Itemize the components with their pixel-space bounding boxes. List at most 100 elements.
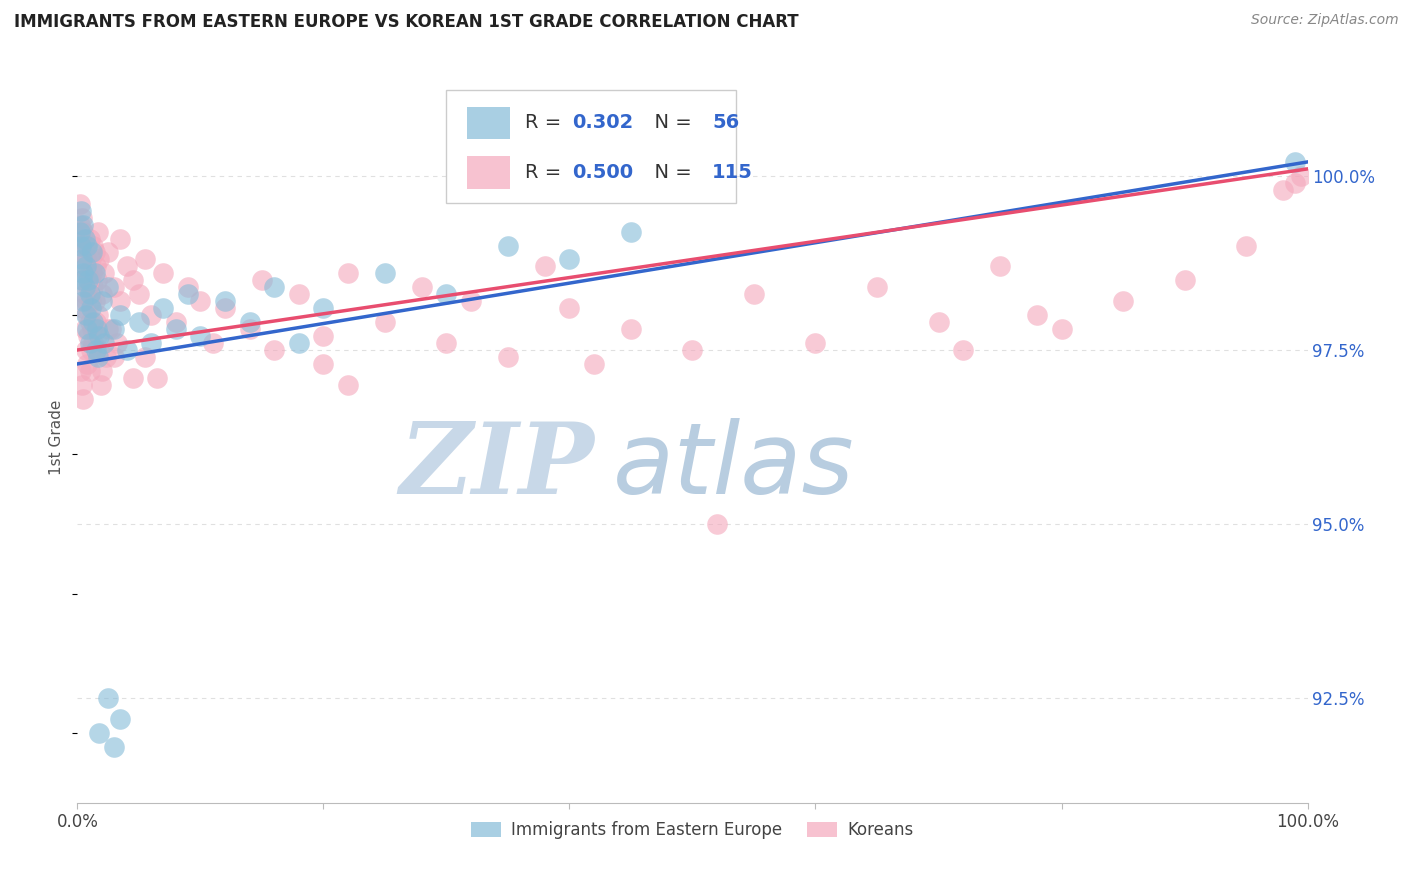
Point <box>73 231 96 245</box>
Point <box>86 322 108 336</box>
Legend: Immigrants from Eastern Europe, Koreans: Immigrants from Eastern Europe, Koreans <box>464 814 921 846</box>
Point <box>75 343 97 357</box>
Point <box>73 287 96 301</box>
Point <box>866 280 889 294</box>
Point <box>682 343 704 357</box>
Point <box>83 266 105 280</box>
Point <box>76 238 98 252</box>
Point <box>534 260 557 274</box>
Point <box>76 266 98 280</box>
Point <box>69 225 91 239</box>
Point <box>110 231 132 245</box>
Point <box>436 287 458 301</box>
Point <box>583 357 606 371</box>
Point <box>105 336 128 351</box>
Point <box>79 364 101 378</box>
Y-axis label: 1st Grade: 1st Grade <box>49 400 65 475</box>
Point <box>214 294 236 309</box>
Point <box>70 260 93 274</box>
Point <box>84 315 107 329</box>
Point <box>93 336 115 351</box>
Point <box>110 294 132 309</box>
Point <box>121 371 143 385</box>
Point <box>165 322 187 336</box>
Point <box>82 322 104 336</box>
Point <box>75 294 97 309</box>
Point <box>72 266 94 280</box>
Point <box>82 266 104 280</box>
Point <box>82 315 104 329</box>
Point <box>952 343 974 357</box>
Point <box>263 343 285 357</box>
Text: R =: R = <box>526 163 568 182</box>
Point <box>70 211 93 225</box>
Point <box>121 273 143 287</box>
Point <box>76 357 98 371</box>
Point <box>70 238 93 252</box>
Point <box>80 301 103 316</box>
Point <box>89 329 111 343</box>
Point <box>79 273 101 287</box>
Point <box>100 322 122 336</box>
Point <box>496 238 519 252</box>
Point <box>103 280 125 294</box>
Point <box>90 294 114 309</box>
Point <box>1050 322 1073 336</box>
Point <box>82 336 104 351</box>
Point <box>70 245 93 260</box>
Point <box>288 336 311 351</box>
Point <box>72 392 94 406</box>
Point <box>80 343 103 357</box>
Point <box>706 517 728 532</box>
Point <box>103 350 125 364</box>
Point <box>263 280 285 294</box>
Text: ZIP: ZIP <box>399 418 595 515</box>
Point <box>110 308 132 322</box>
Point <box>742 287 765 301</box>
Point <box>82 238 104 252</box>
Point <box>337 377 360 392</box>
Point <box>177 280 200 294</box>
Point <box>128 315 150 329</box>
Point <box>80 252 103 267</box>
Point <box>75 252 97 267</box>
Point <box>87 225 110 239</box>
Point <box>411 280 433 294</box>
Point <box>804 336 827 351</box>
Point <box>337 266 360 280</box>
Point <box>75 308 97 322</box>
Point <box>134 350 156 364</box>
Point <box>288 287 311 301</box>
Point <box>69 218 91 232</box>
Point <box>201 336 224 351</box>
Text: atlas: atlas <box>613 417 853 515</box>
FancyBboxPatch shape <box>447 90 735 203</box>
Point <box>496 350 519 364</box>
Point <box>312 357 335 371</box>
Point <box>620 225 643 239</box>
Point <box>239 322 262 336</box>
Point <box>97 280 120 294</box>
Point <box>1174 273 1197 287</box>
Text: 0.302: 0.302 <box>572 113 633 133</box>
Point <box>83 245 105 260</box>
Point <box>72 273 94 287</box>
Point <box>70 364 93 378</box>
Point <box>103 740 125 755</box>
Point <box>70 377 93 392</box>
Point <box>89 343 111 357</box>
Point <box>69 196 91 211</box>
Point <box>165 315 187 329</box>
Point <box>73 238 96 252</box>
Text: N =: N = <box>643 113 697 133</box>
Point <box>80 294 103 309</box>
Point <box>558 301 581 316</box>
Point <box>77 280 100 294</box>
Point <box>73 322 96 336</box>
Point <box>79 315 101 329</box>
Text: Source: ZipAtlas.com: Source: ZipAtlas.com <box>1251 13 1399 28</box>
Point <box>134 252 156 267</box>
Point <box>90 377 112 392</box>
Text: IMMIGRANTS FROM EASTERN EUROPE VS KOREAN 1ST GRADE CORRELATION CHART: IMMIGRANTS FROM EASTERN EUROPE VS KOREAN… <box>14 13 799 31</box>
Point <box>94 350 117 364</box>
